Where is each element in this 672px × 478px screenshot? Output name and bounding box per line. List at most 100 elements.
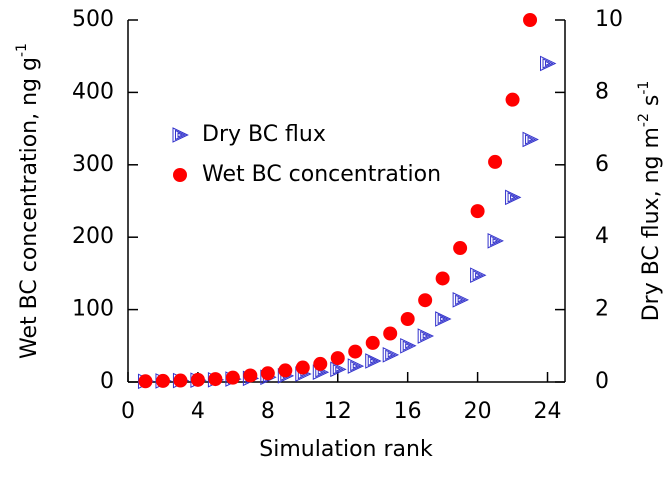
x-tick-label: 20 xyxy=(464,399,492,424)
point xyxy=(435,311,452,327)
marker-outline xyxy=(437,313,449,325)
point xyxy=(348,344,363,359)
point xyxy=(417,328,435,344)
point xyxy=(225,370,240,385)
marker-outline xyxy=(545,60,551,67)
point xyxy=(347,358,365,374)
point xyxy=(523,13,538,27)
point xyxy=(295,360,310,375)
point xyxy=(138,374,153,389)
x-tick-label: 0 xyxy=(121,399,135,424)
x-tick-label: 12 xyxy=(324,399,352,424)
marker-outline xyxy=(452,292,469,308)
point xyxy=(453,241,468,256)
marker-outline xyxy=(475,272,481,279)
y-tick-label: 400 xyxy=(72,79,114,104)
marker-outline xyxy=(507,192,519,203)
marker-outline xyxy=(402,340,414,352)
point xyxy=(470,204,485,219)
point xyxy=(383,326,398,341)
point xyxy=(382,347,400,363)
point xyxy=(208,372,223,387)
marker-outline xyxy=(525,134,537,145)
x-tick-label: 8 xyxy=(261,399,275,424)
marker-outline xyxy=(400,338,417,354)
y2-label-sup: -2 xyxy=(636,113,652,127)
point xyxy=(155,373,170,388)
y-tick-label: 0 xyxy=(100,369,114,394)
marker-outline xyxy=(510,194,516,201)
marker-outline xyxy=(177,132,184,138)
marker-outline xyxy=(317,369,324,376)
x-axis-label: Simulation rank xyxy=(259,437,433,462)
marker-outline xyxy=(387,352,394,358)
marker-outline xyxy=(457,297,464,303)
y-label-main: Wet BC concentration, ng g xyxy=(17,57,42,359)
marker-outline xyxy=(405,343,412,349)
marker-outline xyxy=(455,294,467,306)
marker-outline xyxy=(542,58,554,69)
point xyxy=(505,189,522,206)
y2-label-main: Dry BC flux, ng m xyxy=(639,127,664,321)
point xyxy=(452,292,469,308)
point xyxy=(173,168,187,182)
point xyxy=(313,356,328,371)
point xyxy=(487,233,504,249)
y2-tick-label: 4 xyxy=(595,224,609,249)
y2-tick-label: 2 xyxy=(595,297,609,322)
point xyxy=(172,127,189,143)
marker-outline xyxy=(472,269,484,281)
marker-outline xyxy=(505,189,522,206)
legend-label: Dry BC flux xyxy=(202,122,326,147)
marker-outline xyxy=(440,316,447,322)
y-tick-label: 300 xyxy=(72,152,114,177)
y2-tick-label: 8 xyxy=(595,79,609,104)
marker-outline xyxy=(487,233,504,249)
x-tick-label: 4 xyxy=(191,399,205,424)
marker-outline xyxy=(350,360,362,372)
point xyxy=(400,338,417,354)
y-axis-label: Wet BC concentration, ng g-1 xyxy=(14,43,42,359)
marker-outline xyxy=(330,361,347,378)
point xyxy=(278,363,293,378)
marker-outline xyxy=(370,358,377,364)
point xyxy=(243,368,258,383)
point xyxy=(190,372,205,387)
marker-outline xyxy=(335,366,342,373)
point xyxy=(365,335,380,350)
point xyxy=(330,351,345,366)
y-label-sup: -1 xyxy=(14,43,30,57)
marker-outline xyxy=(385,349,397,361)
point xyxy=(522,131,539,148)
marker-outline xyxy=(540,55,557,72)
x-tick-label: 16 xyxy=(394,399,422,424)
point xyxy=(488,154,503,169)
y2-axis-label: Dry BC flux, ng m-2 s-1 xyxy=(636,81,664,322)
point xyxy=(400,312,415,327)
marker-outline xyxy=(527,136,534,143)
point xyxy=(173,373,188,388)
marker-outline xyxy=(367,355,379,367)
y2-tick-label: 6 xyxy=(595,152,609,177)
marker-outline xyxy=(365,353,382,369)
marker-outline xyxy=(417,328,435,344)
marker-outline xyxy=(435,311,452,327)
legend-label: Wet BC concentration xyxy=(202,162,441,187)
x-tick-label: 24 xyxy=(534,399,562,424)
marker-outline xyxy=(332,364,344,375)
y2-tick-label: 10 xyxy=(595,7,623,32)
y2-label-sup: -1 xyxy=(636,81,652,95)
marker-outline xyxy=(382,347,400,363)
y-tick-label: 500 xyxy=(72,7,114,32)
marker-outline xyxy=(352,363,359,369)
y2-label-unit: s xyxy=(639,95,664,113)
marker-outline xyxy=(470,267,487,284)
point xyxy=(540,55,557,72)
point xyxy=(435,271,450,286)
point xyxy=(260,366,275,381)
marker-outline xyxy=(522,131,539,148)
marker-outline xyxy=(347,358,365,374)
marker-outline xyxy=(492,238,499,244)
point xyxy=(418,293,433,308)
